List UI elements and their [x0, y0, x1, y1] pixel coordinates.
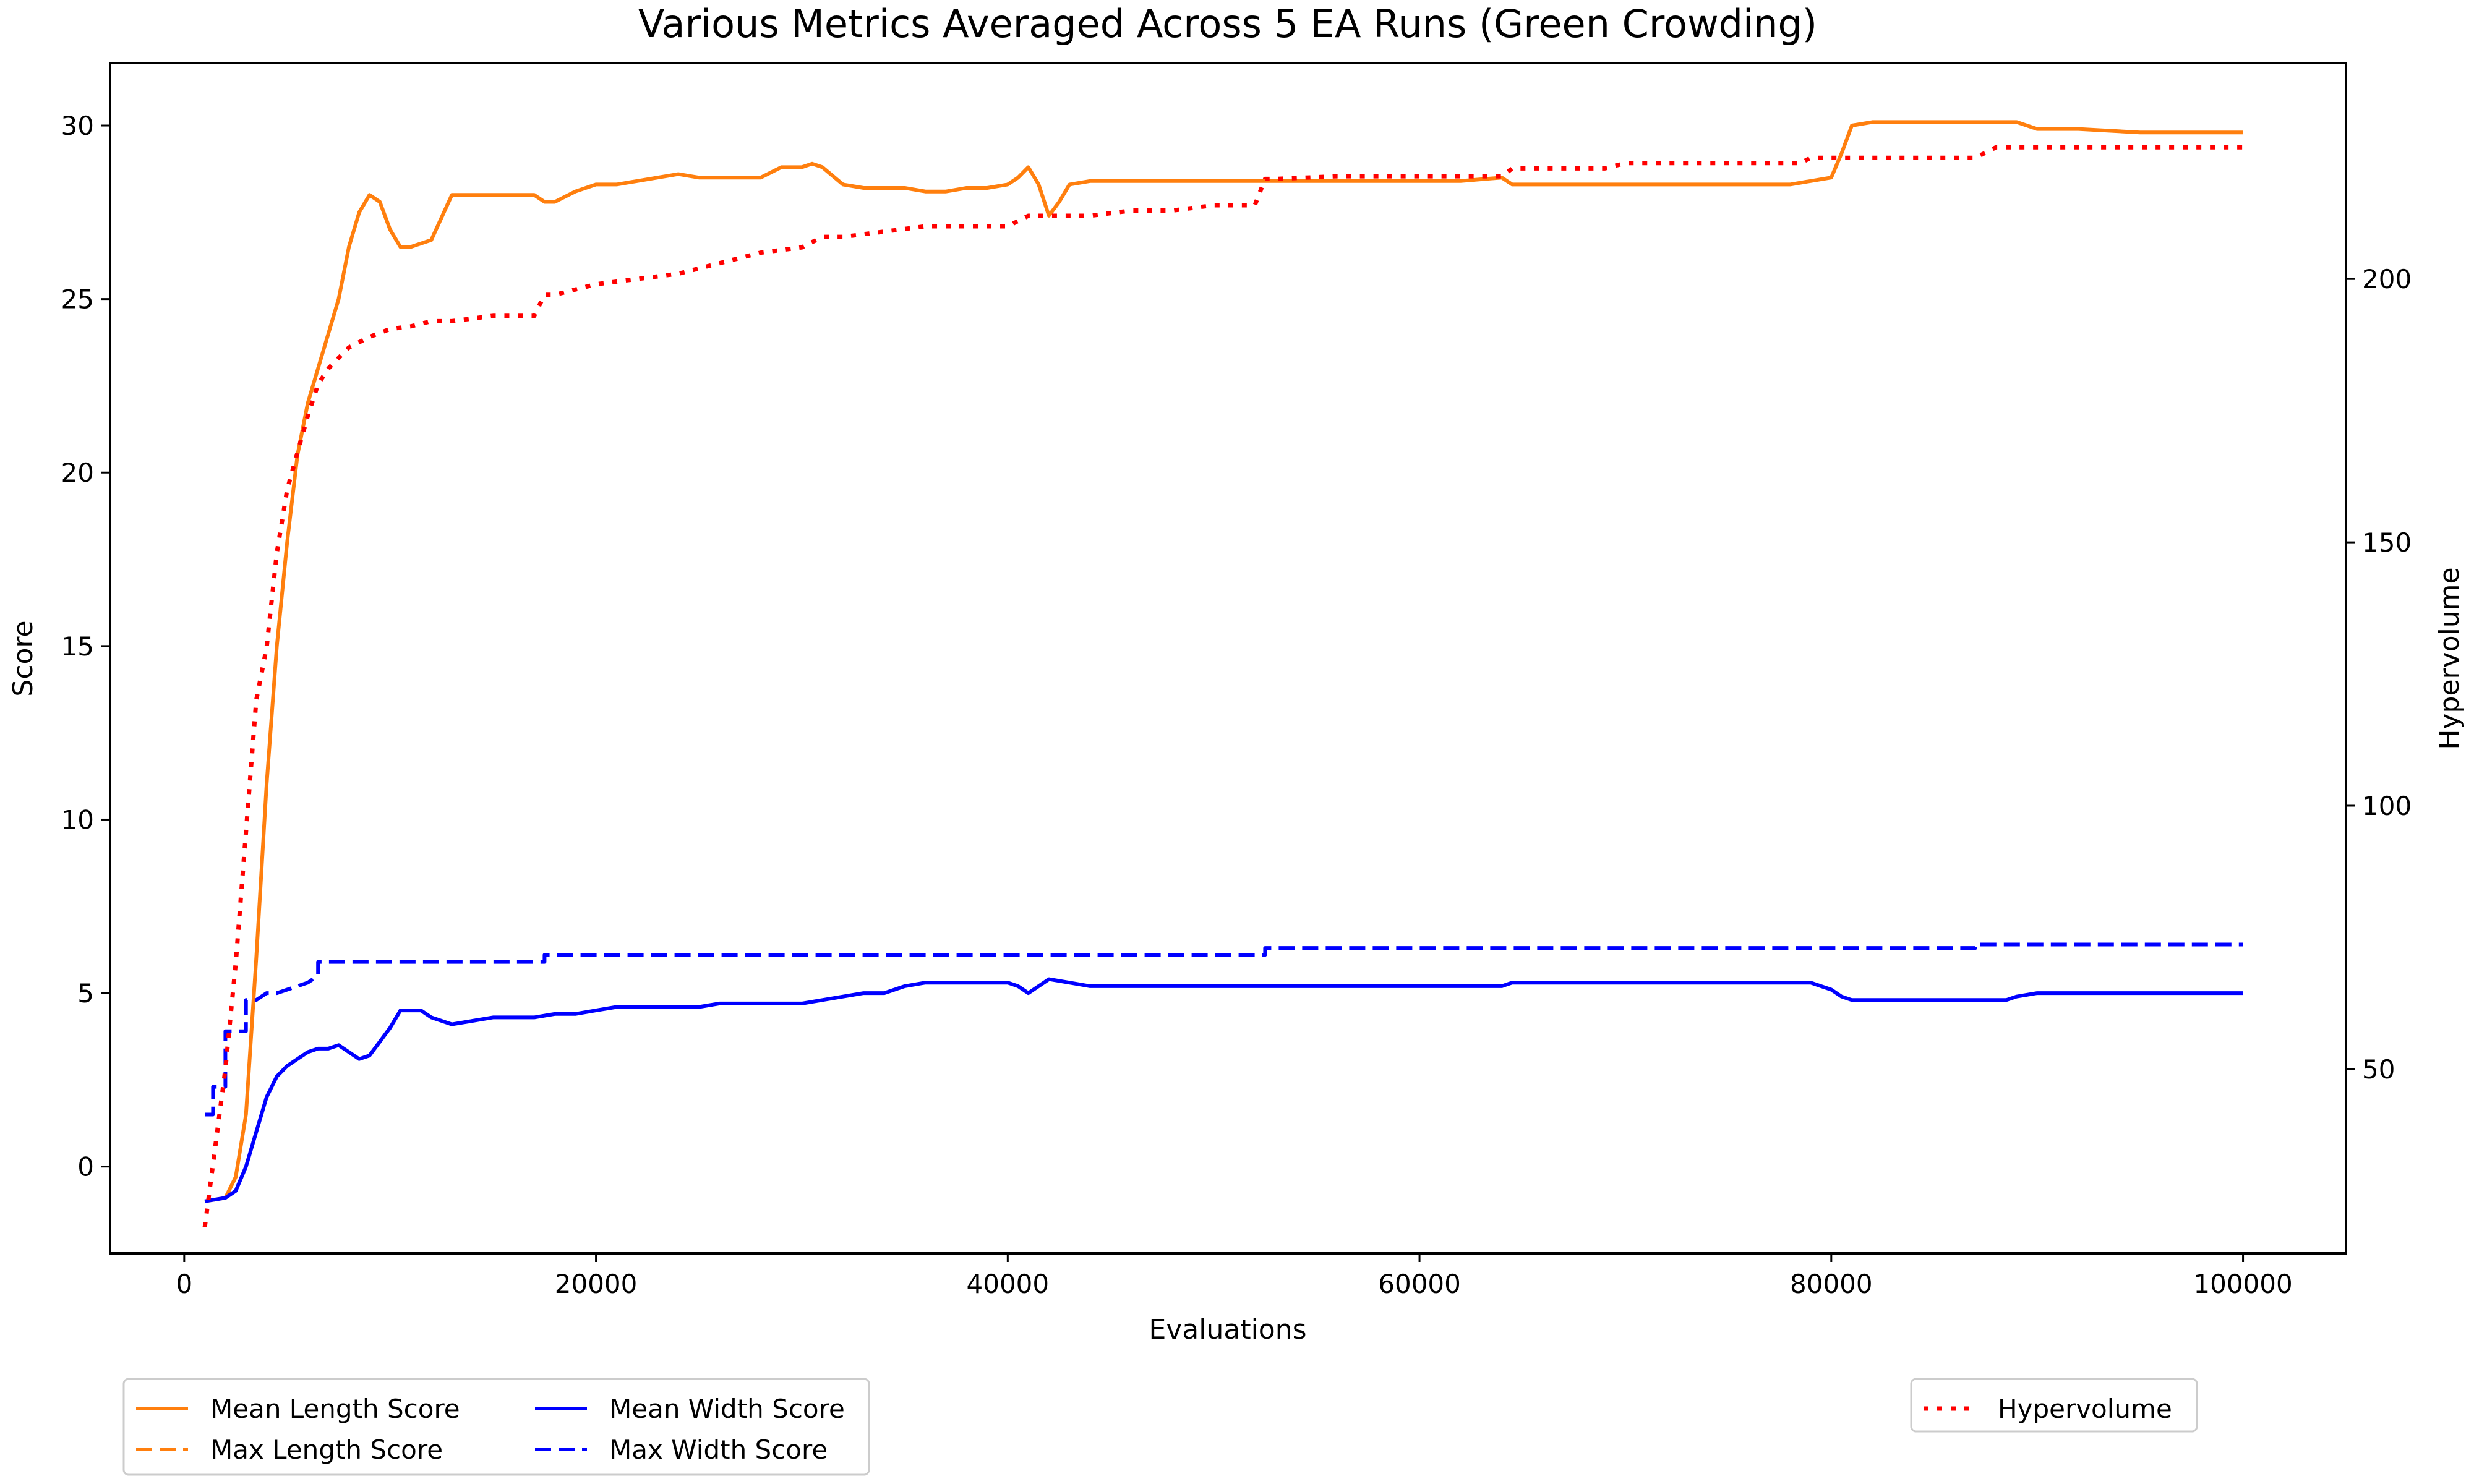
y-tick-label-1: 5 [77, 978, 94, 1009]
legend-box-right [1910, 1378, 2198, 1433]
legend-label-0: Mean Length Score [210, 1394, 460, 1424]
legend-label-1: Max Length Score [210, 1435, 443, 1465]
x-tick-label-5: 100000 [2193, 1269, 2292, 1299]
y-tick-label-3: 15 [61, 631, 94, 662]
y2-tick-label-3: 200 [2362, 264, 2412, 294]
x-axis: 0 20000 40000 60000 80000 100000 [176, 1253, 2293, 1299]
y-tick-label-0: 0 [77, 1152, 94, 1182]
x-tick-label-1: 20000 [555, 1269, 638, 1299]
series-line-3 [205, 942, 2243, 1117]
legend-label-4: Hypervolume [1998, 1394, 2172, 1424]
x-tick-label-4: 80000 [1790, 1269, 1873, 1299]
x-tick-label-3: 60000 [1378, 1269, 1461, 1299]
y-axis: 0 5 10 15 20 25 30 [61, 111, 110, 1182]
x-tick-label-0: 0 [176, 1269, 192, 1299]
chart-title: Various Metrics Averaged Across 5 EA Run… [638, 1, 1817, 46]
x-axis-label: Evaluations [1149, 1314, 1306, 1345]
y-tick-label-6: 30 [61, 111, 94, 141]
y-axis-label: Score [7, 620, 39, 696]
y-tick-label-4: 20 [61, 458, 94, 488]
x-tick-label-2: 40000 [967, 1269, 1050, 1299]
y-tick-label-5: 25 [61, 284, 94, 315]
series-line-2 [204, 977, 2243, 1203]
y2-tick-label-0: 50 [2362, 1054, 2395, 1085]
legend-right: Hypervolume [1910, 1378, 2198, 1433]
plot-frame [109, 62, 2347, 1255]
y-tick-label-2: 10 [61, 804, 94, 835]
plot-lines [202, 120, 2243, 1227]
y2-axis-label: Hypervolume [2434, 567, 2465, 749]
legend-label-2: Mean Width Score [609, 1394, 845, 1424]
series-line-4 [202, 145, 2243, 1227]
series-line-0 [204, 120, 2243, 1203]
legend-left: Mean Length Score Max Length Score Mean Wi… [122, 1378, 870, 1476]
y2-tick-label-1: 100 [2362, 791, 2412, 821]
legend-box-left [122, 1378, 870, 1476]
y2-axis: 50 100 150 200 [2346, 264, 2412, 1085]
y2-tick-label-2: 150 [2362, 527, 2412, 558]
legend-label-3: Max Width Score [609, 1435, 828, 1465]
